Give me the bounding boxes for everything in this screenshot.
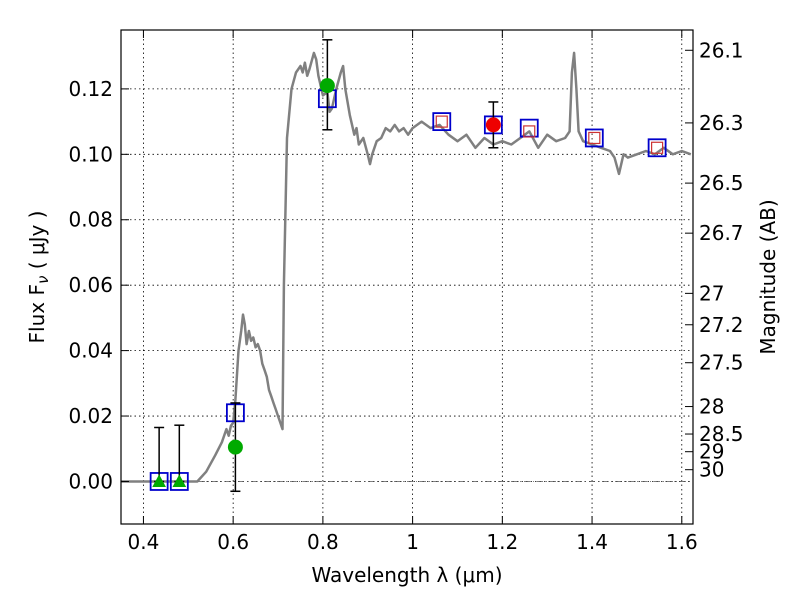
- model-photometry-square: [432, 112, 452, 132]
- magnitude-tick-label: 29: [699, 440, 724, 464]
- y-axis-label: Flux Fν ( μJy ): [25, 211, 52, 344]
- x-axis-label: Wavelength λ (μm): [311, 563, 502, 587]
- x-tick-label: 1: [406, 530, 419, 554]
- magnitude-tick-label: 26.7: [699, 221, 744, 245]
- y-tick-label: 0.00: [68, 469, 113, 493]
- magnitude-tick-label: 27.2: [699, 313, 744, 337]
- magnitude-tick-label: 26.1: [699, 38, 744, 62]
- x-tick-label: 1.4: [576, 530, 608, 554]
- magnitude-tick-label: 27: [699, 281, 724, 305]
- y-tick-label: 0.08: [68, 208, 113, 232]
- y-tick-label: 0.04: [68, 339, 113, 363]
- series-layer: [121, 39, 692, 493]
- x-tick-label: 1.2: [486, 530, 518, 554]
- right-axis-label: Magnitude (AB): [756, 199, 780, 354]
- y-tick-label: 0.02: [68, 404, 113, 428]
- magnitude-tick-label: 26.3: [699, 111, 744, 135]
- x-tick-label: 0.4: [128, 530, 160, 554]
- y-tick-label: 0.12: [68, 77, 113, 101]
- magnitude-tick-label: 30: [699, 458, 724, 482]
- grid-layer: [121, 30, 693, 524]
- y-axis-label-subscript: ν: [34, 276, 52, 284]
- model-sed-line: [121, 51, 692, 483]
- observed-photometry-square: [651, 141, 664, 154]
- magnitude-tick-label: 26.5: [699, 171, 744, 195]
- y-axis-label-main: Flux F: [25, 284, 49, 343]
- model-photometry-square: [584, 128, 604, 148]
- observed-photometry-square: [523, 125, 536, 138]
- observed-photometry-square: [588, 131, 601, 145]
- magnitude-tick-label: 27.5: [699, 351, 744, 375]
- plot-frame: [120, 29, 694, 525]
- observed-photometry-square: [435, 115, 448, 128]
- detection-circle: [319, 78, 335, 94]
- x-tick-label: 0.6: [217, 530, 249, 554]
- model-photometry-square: [647, 138, 667, 158]
- upper-limit-triangle: [152, 474, 166, 487]
- y-tick-label: 0.10: [68, 142, 113, 166]
- axis-layer: 0.4 0.6 0.8 1 1.2 1.4 1.6 0.00 0.02 0.04 0.06 0.08 0…: [68, 30, 744, 554]
- detection-circle: [227, 439, 243, 455]
- detection-circle: [485, 117, 501, 133]
- magnitude-tick-label: 28.5: [699, 422, 744, 446]
- x-tick-label: 0.8: [307, 530, 339, 554]
- upper-limit-triangle: [172, 474, 187, 487]
- magnitude-tick-label: 28: [699, 395, 724, 419]
- y-axis-label-unit: ( μJy ): [25, 211, 49, 276]
- y-tick-label: 0.06: [68, 273, 113, 297]
- x-tick-label: 1.6: [666, 530, 698, 554]
